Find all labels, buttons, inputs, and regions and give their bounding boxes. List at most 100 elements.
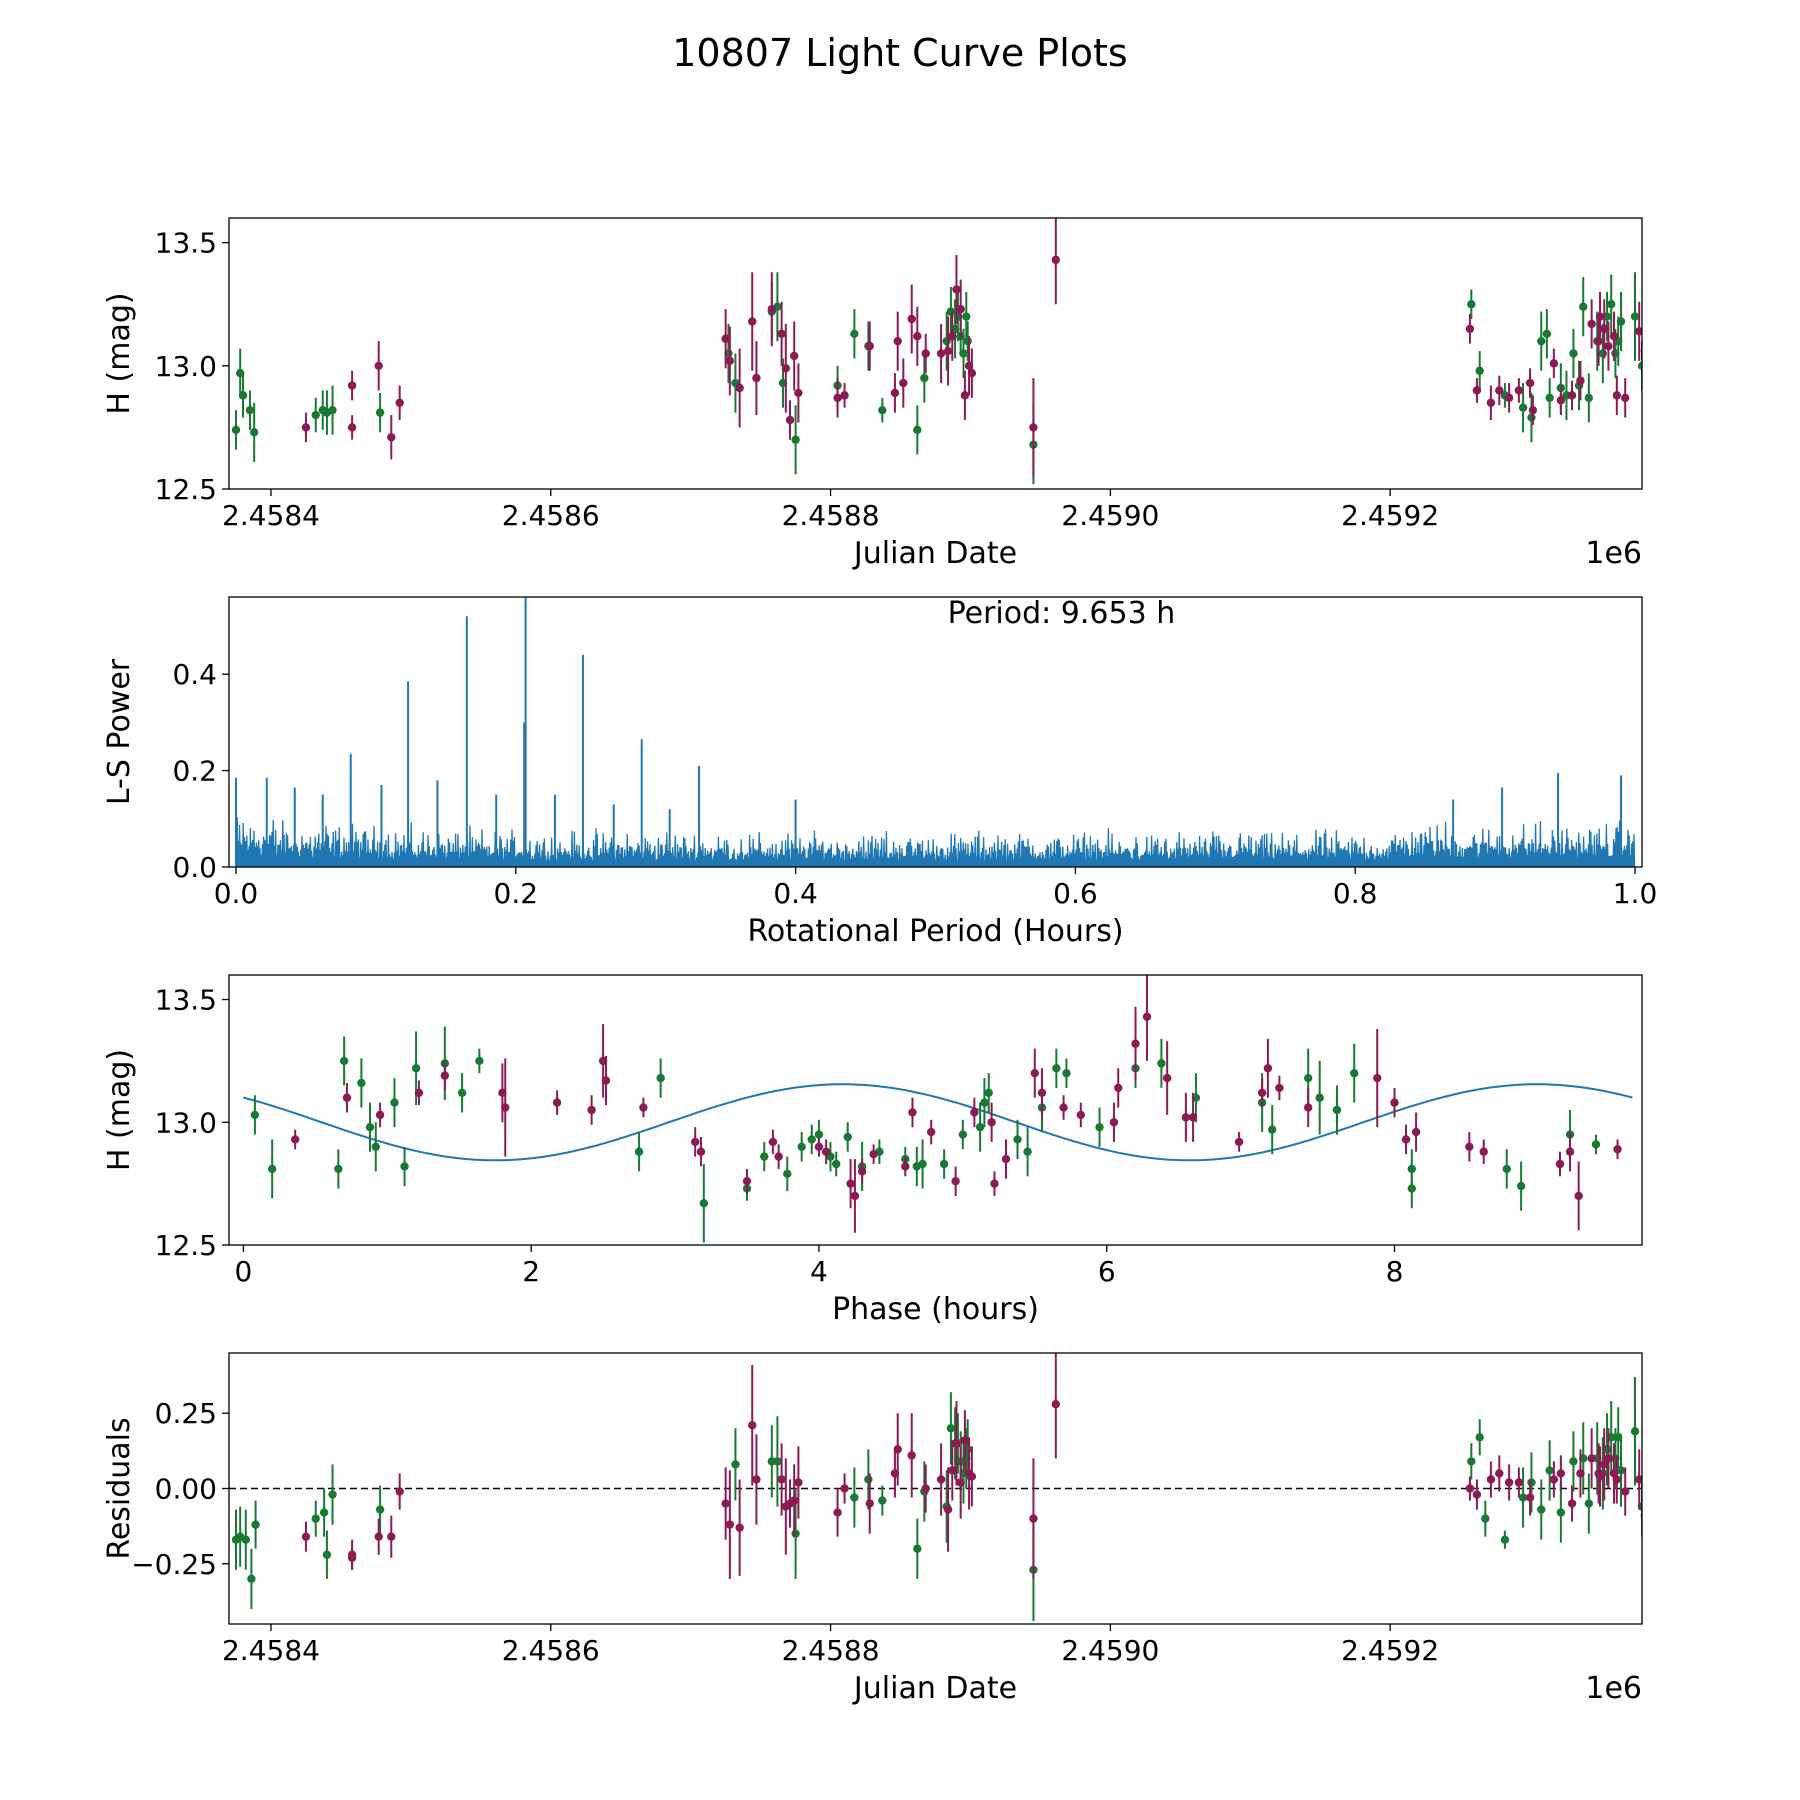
x-tick-label: 2.4584: [222, 499, 320, 532]
data-point: [850, 329, 859, 338]
data-point: [1479, 1147, 1488, 1156]
data-point: [290, 1135, 300, 1144]
data-point: [990, 1179, 999, 1188]
data-point: [893, 1445, 902, 1454]
data-point: [311, 410, 320, 420]
data-point: [1059, 1103, 1068, 1112]
x-tick-label: 0.4: [773, 877, 818, 910]
data-point: [1481, 1514, 1490, 1523]
period-annotation: Period: 9.653 h: [948, 596, 1176, 631]
data-point: [913, 332, 922, 341]
data-point: [1556, 1508, 1566, 1517]
data-point: [975, 1122, 985, 1132]
data-point: [267, 1164, 277, 1174]
data-point: [1527, 1478, 1536, 1487]
data-point: [375, 1110, 385, 1120]
data-point: [936, 1475, 946, 1484]
data-point: [247, 1574, 256, 1584]
data-point: [821, 1147, 831, 1156]
data-point: [1549, 1475, 1559, 1484]
data-point: [1656, 1499, 1664, 1507]
data-point: [791, 435, 800, 444]
data-point: [1263, 1064, 1273, 1073]
data-point: [1504, 1478, 1514, 1487]
axes-frame: [228, 974, 1643, 1246]
data-point: [967, 1472, 977, 1481]
y-tick-label: 0.25: [155, 1397, 217, 1430]
x-axis-label: Phase (hours): [832, 1292, 1039, 1327]
data-point: [374, 361, 383, 371]
data-point: [843, 1132, 852, 1142]
plot-area: [243, 975, 1633, 1243]
data-point: [901, 1162, 910, 1171]
data-point: [1500, 1535, 1510, 1544]
data-point: [440, 1071, 450, 1080]
axes-frame: [228, 596, 1643, 868]
data-point: [943, 346, 953, 356]
data-point: [1037, 1088, 1047, 1098]
data-point: [1595, 312, 1605, 321]
data-point: [250, 1110, 260, 1120]
data-point: [946, 1424, 956, 1433]
data-point: [365, 1122, 375, 1132]
data-point: [1465, 324, 1475, 334]
data-point: [907, 1451, 916, 1460]
data-point: [1600, 1460, 1609, 1469]
data-point: [1545, 1466, 1554, 1475]
x-tick-label: 0: [234, 1255, 252, 1288]
data-point: [752, 373, 761, 383]
y-axis-label: Residuals: [102, 1417, 137, 1559]
data-point: [721, 1499, 730, 1508]
data-point: [696, 1147, 706, 1156]
plot-area: [234, 597, 1636, 867]
x-tick-label: 2.4592: [1341, 499, 1439, 532]
y-tick-label: 13.0: [155, 1106, 217, 1139]
data-point: [846, 1179, 855, 1188]
data-point: [347, 1553, 357, 1562]
data-point: [920, 373, 929, 383]
data-point: [1569, 349, 1578, 358]
data-point: [1591, 1140, 1601, 1149]
data-point: [552, 1098, 562, 1107]
data-point: [375, 1505, 385, 1514]
data-point: [1472, 386, 1482, 395]
data-point: [952, 1439, 961, 1448]
data-point: [1275, 1083, 1284, 1093]
data-point: [1587, 319, 1596, 329]
plot-area: [229, 1353, 1664, 1621]
data-point: [1621, 1487, 1630, 1496]
data-point: [395, 1487, 404, 1496]
phase-panel: 0 2 4 6 8 12.5 13.0 13.5 Phase (hours) H (mag): [102, 974, 1643, 1327]
data-point: [1604, 1454, 1613, 1463]
data-point: [1579, 302, 1588, 311]
data-point: [943, 1505, 953, 1514]
data-point: [375, 408, 385, 417]
data-point: [1234, 1137, 1244, 1147]
data-point: [634, 1147, 644, 1156]
data-point: [987, 1118, 996, 1127]
periodogram-floor: [235, 859, 1636, 867]
series-green: [231, 272, 1642, 485]
data-point: [735, 383, 744, 393]
data-point: [414, 1088, 424, 1098]
axes-frame: [228, 217, 1643, 490]
data-point: [1465, 1142, 1474, 1152]
data-point: [785, 415, 795, 425]
data-point: [1576, 376, 1585, 385]
data-point: [833, 393, 842, 403]
data-point: [1607, 300, 1616, 309]
data-point: [1114, 1083, 1123, 1093]
data-point: [807, 1135, 816, 1144]
data-point: [921, 349, 930, 358]
data-point: [721, 334, 730, 343]
data-point: [1142, 1012, 1152, 1021]
data-point: [1648, 357, 1656, 365]
x-axis-label: Julian Date: [852, 1671, 1017, 1706]
data-point: [890, 388, 900, 398]
data-point: [1587, 1454, 1596, 1463]
data-point: [501, 1103, 510, 1112]
data-point: [639, 1103, 648, 1112]
data-point: [1030, 1068, 1039, 1078]
series-red: [301, 218, 1656, 477]
